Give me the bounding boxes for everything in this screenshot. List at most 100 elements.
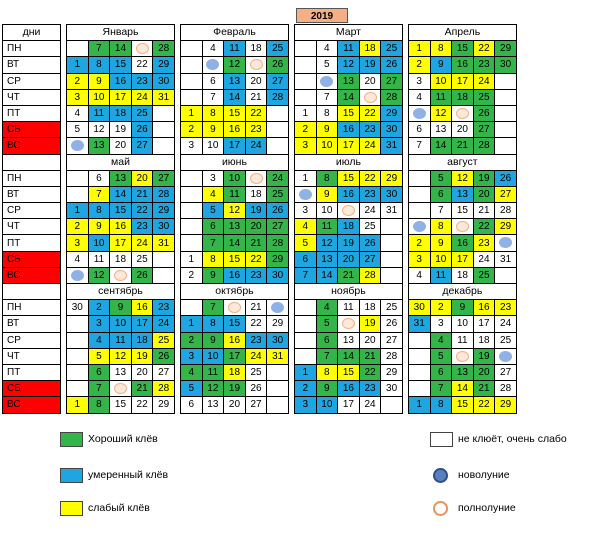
day-cell: 25 [130, 250, 154, 268]
day-cell [266, 137, 289, 155]
column-gap [173, 24, 181, 41]
week-row: ПТ 3 10 17 24 31 7 14 21 28 5 12 19 26 2 9 16 23 [2, 234, 517, 252]
column-gap [60, 154, 67, 171]
day-cell: 7 [87, 380, 111, 398]
weekday-label: ВС [2, 396, 61, 414]
column-gap [60, 218, 67, 235]
day-cell [266, 104, 289, 123]
weekday-label: СБ [2, 121, 61, 139]
new-moon-icon [499, 237, 513, 249]
day-cell: 19 [244, 202, 268, 220]
new-moon-icon [320, 75, 334, 87]
day-cell: 21 [472, 380, 496, 398]
weekday-label: СР [2, 72, 61, 90]
day-cell: 20 [244, 218, 268, 236]
day-cell: 30 [266, 331, 289, 349]
day-cell: 16 [451, 234, 474, 252]
column-gap [60, 40, 67, 57]
day-cell: 3 [201, 169, 225, 187]
day-cell: 18 [109, 104, 132, 123]
day-cell: 29 [152, 202, 175, 220]
day-cell: 8 [201, 104, 225, 123]
day-cell: 5 [293, 234, 317, 252]
month-name: июнь [179, 153, 289, 171]
day-cell: 3 [179, 137, 203, 155]
day-cell [293, 347, 317, 365]
day-cell [293, 56, 317, 74]
day-cell: 4 [407, 88, 431, 106]
day-cell: 28 [380, 347, 403, 365]
day-cell [407, 169, 431, 187]
column-gap [287, 348, 295, 365]
day-cell: 16 [109, 72, 132, 90]
day-cell: 14 [337, 88, 360, 106]
column-gap [60, 137, 67, 154]
weekday-label: ПН [2, 169, 61, 187]
column-gap [60, 299, 67, 316]
day-cell: 22 [130, 56, 154, 74]
day-cell [179, 88, 203, 106]
week-row: СР 2 9 16 23 30 6 13 20 27 13 20 27 3 10 17 24 [2, 72, 517, 90]
day-cell: 19 [109, 121, 132, 139]
column-gap [287, 137, 295, 154]
day-cell: 13 [429, 121, 453, 139]
day-cell: 8 [429, 396, 453, 414]
new-moon-icon [412, 107, 426, 119]
month-name: сентябрь [66, 282, 175, 301]
day-cell: 22 [472, 218, 496, 236]
full-moon-icon [433, 501, 448, 516]
day-cell: 15 [223, 250, 246, 268]
day-cell [380, 234, 403, 252]
day-cell [66, 331, 89, 349]
day-cell [407, 347, 431, 365]
day-cell: 6 [429, 185, 453, 204]
legend-moderate-label: умеренный клёв [88, 469, 169, 481]
day-cell: 9 [109, 299, 132, 317]
week-row: ЧТ 3 10 17 24 31 7 14 21 28 7 14 28 4 11 18 25 [2, 88, 517, 106]
weekday-label: ВТ [2, 185, 61, 204]
day-cell: 11 [223, 185, 246, 204]
column-gap [287, 121, 295, 138]
day-cell: 24 [152, 315, 175, 333]
month-name: май [66, 153, 175, 171]
day-cell: 13 [109, 169, 132, 187]
day-cell: 10 [315, 202, 339, 220]
column-gap [173, 396, 181, 413]
day-cell: 21 [244, 88, 268, 106]
column-gap [60, 364, 67, 381]
day-cell: 24 [130, 234, 154, 252]
day-cell: 25 [244, 363, 268, 382]
day-cell: 1 [407, 40, 431, 58]
day-cell: 24 [130, 88, 154, 106]
day-cell: 21 [358, 347, 382, 365]
day-cell: 25 [130, 104, 154, 123]
column-gap [173, 299, 181, 316]
day-cell: 15 [337, 104, 360, 123]
day-cell: 30 [494, 56, 517, 74]
day-cell: 29 [380, 104, 403, 123]
day-cell [223, 299, 246, 317]
day-cell: 17 [130, 315, 154, 333]
day-cell: 12 [109, 347, 132, 365]
day-cell: 16 [130, 299, 154, 317]
day-cell: 20 [337, 250, 360, 268]
day-cell: 24 [266, 169, 289, 187]
column-gap [173, 364, 181, 381]
day-cell [244, 56, 268, 74]
day-cell: 10 [451, 315, 474, 333]
day-cell: 28 [494, 202, 517, 220]
new-moon-icon [499, 350, 513, 362]
day-cell: 13 [223, 72, 246, 90]
day-cell: 12 [315, 234, 339, 252]
day-cell: 3 [66, 234, 89, 252]
month-name: Апрель [407, 23, 517, 42]
day-cell [293, 40, 317, 58]
day-cell [315, 72, 339, 90]
full-moon-icon [249, 59, 263, 71]
days-label [2, 153, 61, 171]
column-gap [173, 332, 181, 349]
day-cell: 18 [109, 250, 132, 268]
day-cell: 22 [358, 169, 382, 187]
day-cell: 4 [66, 104, 89, 123]
day-cell: 4 [201, 185, 225, 204]
